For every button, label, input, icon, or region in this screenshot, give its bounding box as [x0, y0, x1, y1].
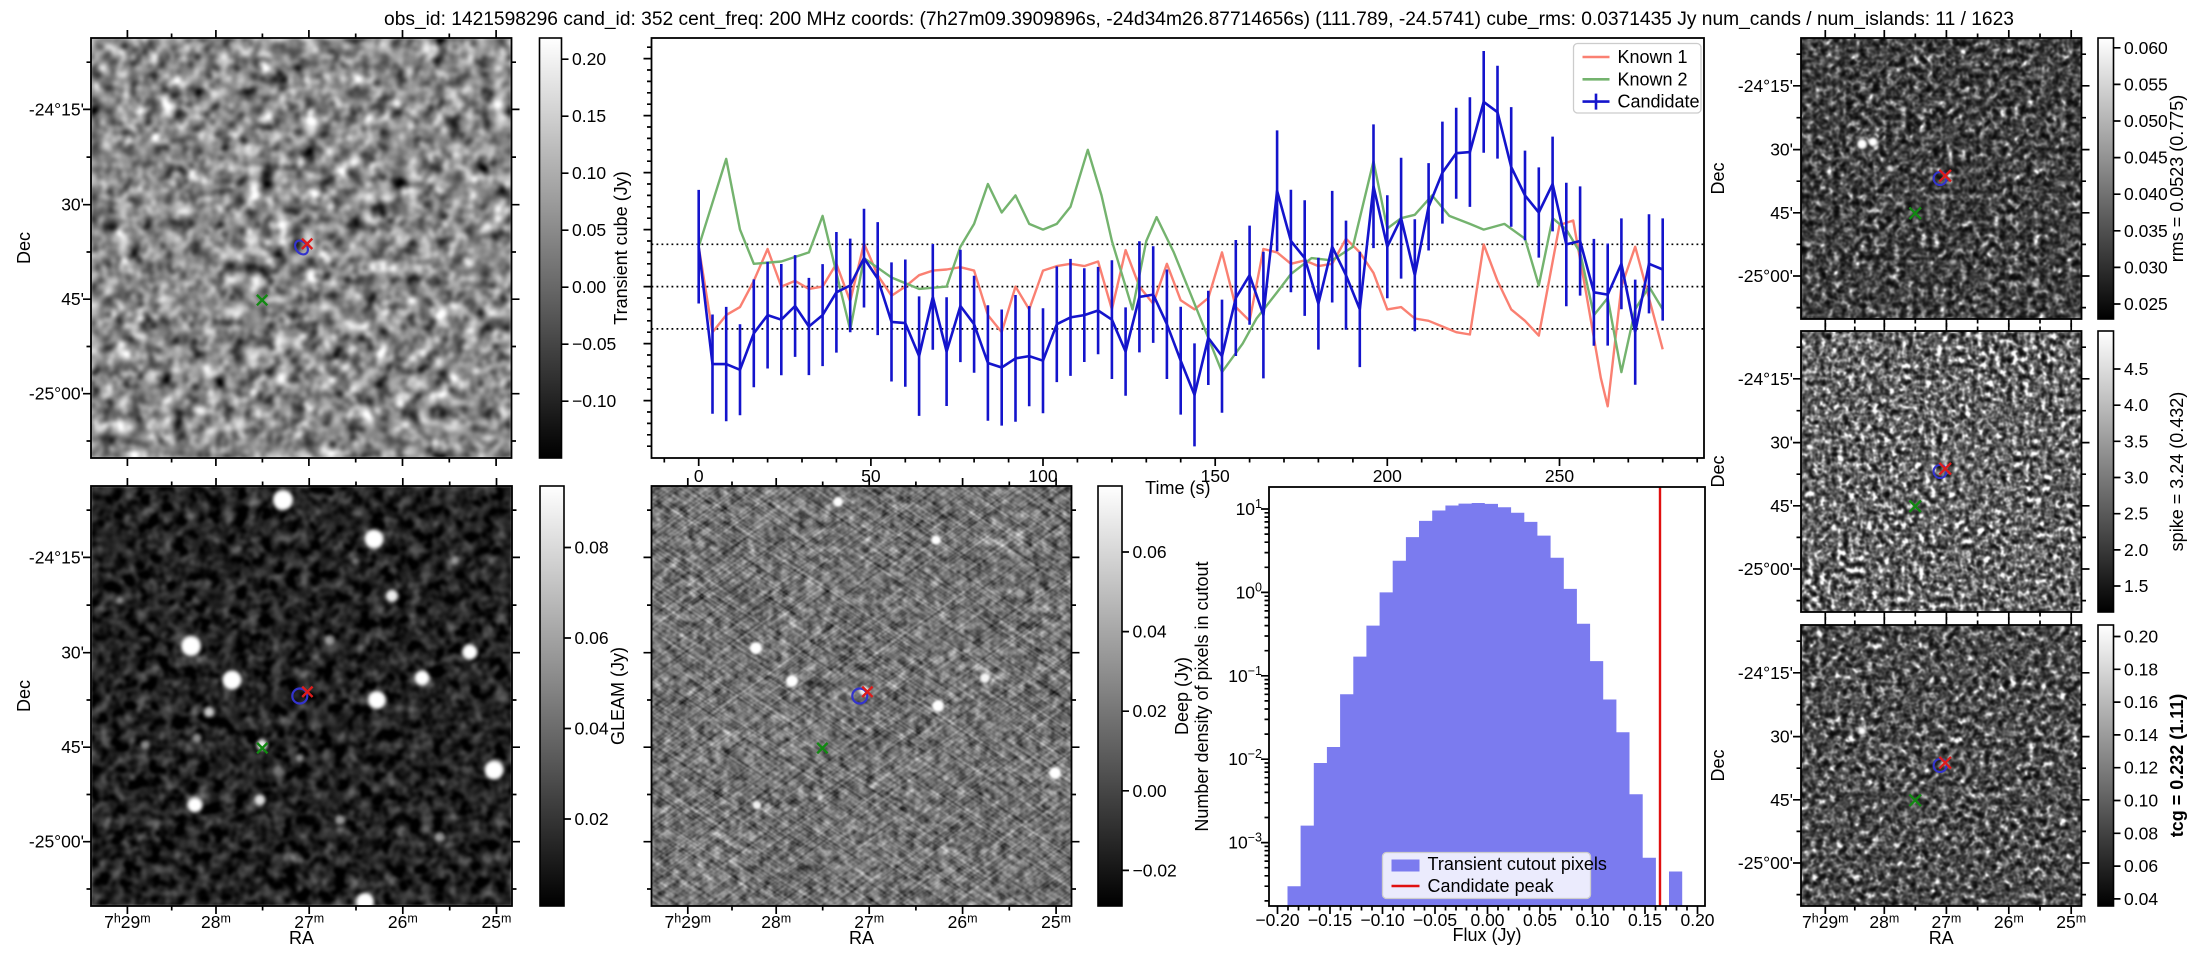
svg-text:Known 2: Known 2	[1618, 69, 1688, 89]
svg-text:250: 250	[1545, 466, 1574, 486]
svg-text:3.5: 3.5	[2124, 431, 2148, 451]
svg-text:0: 0	[694, 466, 704, 486]
svg-text:0.10: 0.10	[2124, 791, 2158, 811]
svg-text:30': 30'	[1770, 727, 1793, 747]
svg-text:100: 100	[1028, 466, 1057, 486]
svg-text:GLEAM (Jy): GLEAM (Jy)	[608, 647, 628, 745]
svg-text:0.08: 0.08	[575, 538, 609, 558]
svg-text:30': 30'	[61, 195, 84, 215]
svg-text:0.15: 0.15	[1628, 910, 1662, 930]
svg-text:RA: RA	[1929, 928, 1954, 948]
svg-text:0.10: 0.10	[1575, 910, 1609, 930]
svg-text:-24°15': -24°15'	[29, 547, 84, 567]
svg-text:Deep (Jy): Deep (Jy)	[1172, 657, 1192, 735]
svg-text:4.0: 4.0	[2124, 395, 2149, 415]
svg-text:Time (s): Time (s)	[1145, 478, 1210, 498]
svg-text:-24°15': -24°15'	[1738, 76, 1793, 96]
svg-text:tcg = 0.232 (1.11): tcg = 0.232 (1.11)	[2167, 694, 2187, 838]
svg-text:RA: RA	[849, 928, 874, 948]
svg-text:−0.20: −0.20	[1255, 910, 1300, 930]
svg-text:45': 45'	[1770, 790, 1793, 810]
svg-text:-25°00': -25°00'	[29, 384, 84, 404]
svg-text:-25°00': -25°00'	[1738, 559, 1793, 579]
svg-text:200: 200	[1373, 466, 1402, 486]
svg-text:-24°15': -24°15'	[1738, 369, 1793, 389]
svg-text:0.00: 0.00	[1133, 781, 1167, 801]
svg-text:0.060: 0.060	[2124, 38, 2168, 58]
svg-text:150: 150	[1201, 466, 1230, 486]
svg-text:Transient cutout pixels: Transient cutout pixels	[1428, 854, 1607, 874]
svg-text:0.06: 0.06	[575, 628, 609, 648]
svg-text:45': 45'	[61, 737, 84, 757]
svg-text:1.5: 1.5	[2124, 576, 2148, 596]
svg-text:0.08: 0.08	[2124, 823, 2158, 843]
svg-text:0.04: 0.04	[2124, 889, 2158, 909]
svg-text:30': 30'	[61, 643, 84, 663]
svg-text:Known 1: Known 1	[1618, 47, 1688, 67]
svg-text:4.5: 4.5	[2124, 359, 2148, 379]
svg-text:−0.02: −0.02	[1133, 860, 1177, 880]
svg-text:−0.05: −0.05	[1413, 910, 1457, 930]
svg-text:0.05: 0.05	[572, 220, 606, 240]
svg-text:Dec: Dec	[1708, 455, 1728, 487]
svg-text:0.02: 0.02	[575, 809, 609, 829]
svg-text:0.05: 0.05	[1523, 910, 1557, 930]
svg-text:45': 45'	[1770, 496, 1793, 516]
svg-text:0.20: 0.20	[572, 49, 606, 69]
svg-text:−0.10: −0.10	[1360, 910, 1405, 930]
svg-text:0.00: 0.00	[1470, 910, 1504, 930]
svg-text:0.035: 0.035	[2124, 221, 2168, 241]
svg-text:Candidate: Candidate	[1618, 92, 1700, 112]
svg-text:0.04: 0.04	[575, 719, 609, 739]
svg-text:2.0: 2.0	[2124, 540, 2149, 560]
svg-text:50: 50	[861, 466, 881, 486]
svg-text:3.0: 3.0	[2124, 468, 2149, 488]
svg-text:0.06: 0.06	[2124, 856, 2158, 876]
svg-text:0.00: 0.00	[572, 277, 606, 297]
svg-text:0.12: 0.12	[2124, 758, 2158, 778]
svg-text:0.16: 0.16	[2124, 692, 2158, 712]
svg-text:Candidate peak: Candidate peak	[1428, 876, 1555, 896]
svg-text:-25°00': -25°00'	[29, 832, 84, 852]
svg-text:0.10: 0.10	[572, 163, 606, 183]
svg-text:Flux (Jy): Flux (Jy)	[1453, 925, 1522, 945]
svg-text:Transient cube (Jy): Transient cube (Jy)	[611, 171, 631, 324]
svg-text:2.5: 2.5	[2124, 504, 2148, 524]
svg-text:0.15: 0.15	[572, 106, 606, 126]
svg-text:0.025: 0.025	[2124, 294, 2168, 314]
svg-text:-25°00': -25°00'	[1738, 853, 1793, 873]
svg-text:30': 30'	[1770, 140, 1793, 160]
svg-text:0.030: 0.030	[2124, 257, 2168, 277]
svg-text:RA: RA	[289, 928, 314, 948]
svg-text:0.045: 0.045	[2124, 148, 2168, 168]
svg-text:spike = 3.24 (0.432): spike = 3.24 (0.432)	[2167, 392, 2187, 552]
svg-text:30': 30'	[1770, 433, 1793, 453]
svg-text:Dec: Dec	[1708, 749, 1728, 781]
svg-text:−0.10: −0.10	[572, 391, 617, 411]
svg-text:-25°00': -25°00'	[1738, 266, 1793, 286]
svg-text:−0.15: −0.15	[1308, 910, 1352, 930]
svg-text:0.055: 0.055	[2124, 74, 2168, 94]
svg-text:0.02: 0.02	[1133, 701, 1167, 721]
svg-text:0.050: 0.050	[2124, 111, 2168, 131]
svg-text:0.20: 0.20	[1680, 910, 1714, 930]
svg-text:Dec: Dec	[14, 680, 34, 712]
svg-text:0.06: 0.06	[1133, 542, 1167, 562]
svg-text:-24°15': -24°15'	[29, 99, 84, 119]
svg-text:-24°15': -24°15'	[1738, 663, 1793, 683]
svg-text:45': 45'	[1770, 203, 1793, 223]
svg-text:obs_id: 1421598296 cand_id: 35: obs_id: 1421598296 cand_id: 352 cent_fre…	[384, 9, 2014, 30]
svg-text:0.040: 0.040	[2124, 184, 2168, 204]
svg-text:Dec: Dec	[1708, 162, 1728, 194]
svg-text:−0.05: −0.05	[572, 334, 616, 354]
svg-text:Dec: Dec	[14, 232, 34, 264]
svg-text:0.20: 0.20	[2124, 627, 2158, 647]
svg-text:Number density of pixels in cu: Number density of pixels in cutout	[1192, 561, 1212, 831]
svg-text:0.04: 0.04	[1133, 622, 1167, 642]
svg-text:0.18: 0.18	[2124, 659, 2158, 679]
svg-text:0.14: 0.14	[2124, 725, 2158, 745]
svg-text:rms = 0.0523 (0.775): rms = 0.0523 (0.775)	[2167, 95, 2187, 263]
svg-text:45': 45'	[61, 289, 84, 309]
